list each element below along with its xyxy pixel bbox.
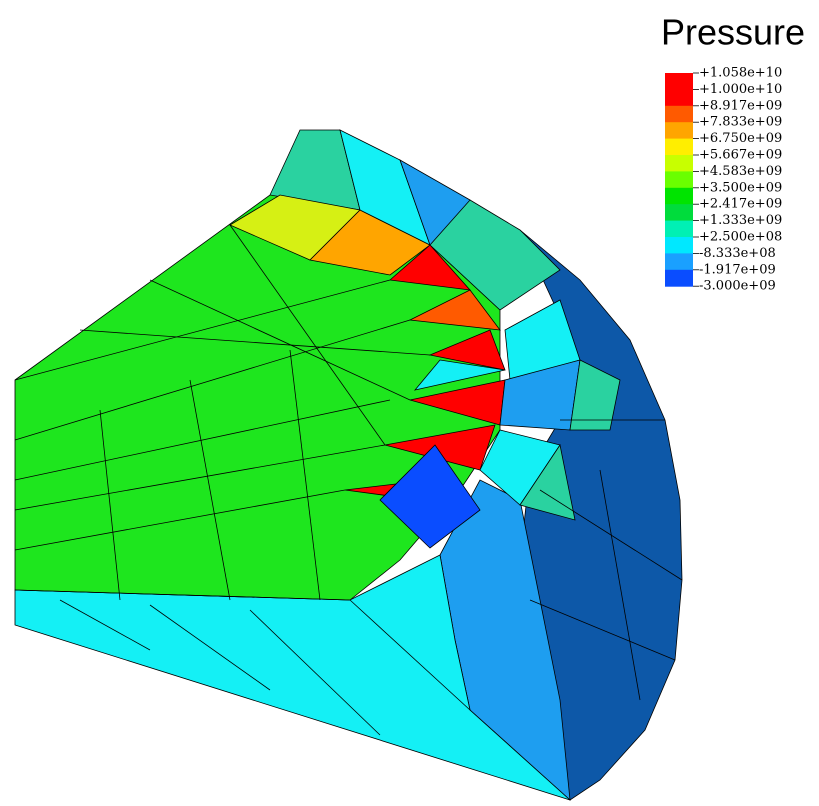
legend-label: +1.333e+09 <box>699 213 782 228</box>
legend: +1.058e+10+1.000e+10+8.917e+09 +7.833e+09… <box>665 66 782 294</box>
legend-band <box>665 106 693 123</box>
legend-label: +6.750e+09 <box>699 131 782 146</box>
title: Pressure <box>661 12 805 53</box>
legend-band <box>665 270 693 287</box>
legend-band <box>665 122 693 139</box>
mesh-model <box>15 130 682 800</box>
legend-band <box>665 89 693 106</box>
legend-band <box>665 253 693 270</box>
legend-label: +2.500e+08 <box>699 230 782 245</box>
legend-label: +2.417e+09 <box>699 197 782 212</box>
legend-band <box>665 73 693 90</box>
legend-band <box>665 204 693 221</box>
legend-label: +4.583e+09 <box>699 164 782 179</box>
legend-label: +1.058e+10 <box>699 66 782 81</box>
legend-label: +5.667e+09 <box>699 148 782 163</box>
legend-label: -8.333e+08 <box>699 246 776 261</box>
legend-label: -3.000e+09 <box>699 279 776 294</box>
legend-band <box>665 188 693 205</box>
legend-band <box>665 139 693 156</box>
legend-label: +8.917e+09 <box>699 98 782 113</box>
legend-label: +7.833e+09 <box>699 115 782 130</box>
legend-band <box>665 221 693 238</box>
legend-band <box>665 237 693 254</box>
legend-label: -1.917e+09 <box>699 262 776 277</box>
screen: Pressure +1.058e+10+1.000e+10+8.917e+09+… <box>0 0 819 806</box>
legend-band <box>665 171 693 188</box>
legend-label: +1.000e+10 <box>699 82 782 97</box>
legend-label: +3.500e+09 <box>699 180 782 195</box>
legend-band <box>665 155 693 172</box>
